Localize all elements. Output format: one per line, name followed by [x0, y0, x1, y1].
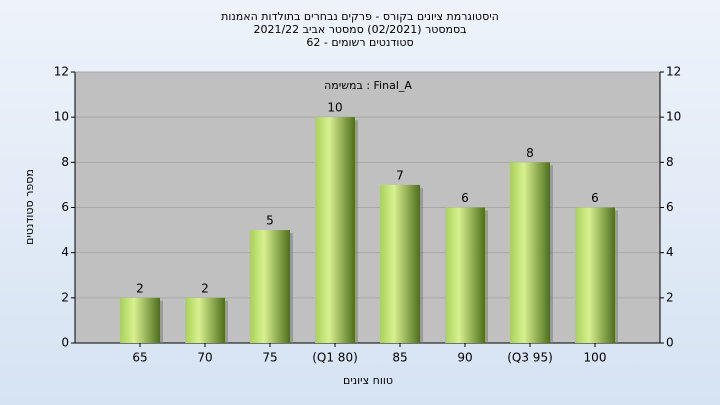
y-tick-label: 4: [61, 245, 69, 259]
bar: [250, 230, 290, 343]
y-axis-label: מספר סטודנטים: [23, 169, 36, 245]
value-label: 8: [526, 146, 534, 160]
y-tick-label: 6: [61, 200, 69, 214]
x-tick-label: (Q1 80): [312, 351, 358, 365]
x-tick-label: 90: [457, 351, 472, 365]
y2-tick-label: 6: [666, 200, 674, 214]
value-label: 6: [591, 191, 599, 205]
y-tick-label: 12: [54, 65, 69, 79]
value-label: 7: [396, 168, 404, 182]
bar: [185, 297, 225, 343]
value-label: 10: [327, 101, 342, 115]
bar: [445, 207, 485, 343]
y2-tick-label: 12: [666, 65, 681, 79]
annotation: במשימה : Final_A: [324, 79, 412, 92]
x-tick-label: (Q3 95): [507, 351, 553, 365]
value-label: 6: [461, 191, 469, 205]
y2-tick-label: 0: [666, 336, 674, 350]
bar: [120, 297, 160, 343]
y-tick-label: 8: [61, 155, 69, 169]
value-label: 2: [136, 281, 144, 295]
x-axis-label: טווח ציונים: [343, 374, 393, 387]
y-tick-label: 0: [61, 336, 69, 350]
bar: [575, 207, 615, 343]
value-label: 2: [201, 281, 209, 295]
chart-subtitle: בסמסטר (02/2021) סמסטר אביב 2021/22: [253, 23, 466, 36]
y-tick-label: 10: [54, 110, 69, 124]
value-label: 5: [266, 214, 274, 228]
bar: [315, 117, 355, 344]
bar: [510, 162, 550, 343]
y2-tick-label: 2: [666, 290, 674, 304]
x-tick-label: 75: [262, 351, 277, 365]
x-tick-label: 100: [584, 351, 607, 365]
x-tick-label: 70: [197, 351, 212, 365]
y2-tick-label: 10: [666, 110, 681, 124]
x-tick-label: 85: [392, 351, 407, 365]
y2-tick-label: 8: [666, 155, 674, 169]
y2-tick-label: 4: [666, 245, 674, 259]
y-tick-label: 2: [61, 290, 69, 304]
bar: [380, 184, 420, 343]
chart-title: היסטוגרמת ציונים בקורס - פרקים נבחרים בת…: [221, 10, 499, 23]
chart-subtitle: סטודנטים רשומים - 62: [306, 36, 413, 49]
x-tick-label: 65: [132, 351, 147, 365]
